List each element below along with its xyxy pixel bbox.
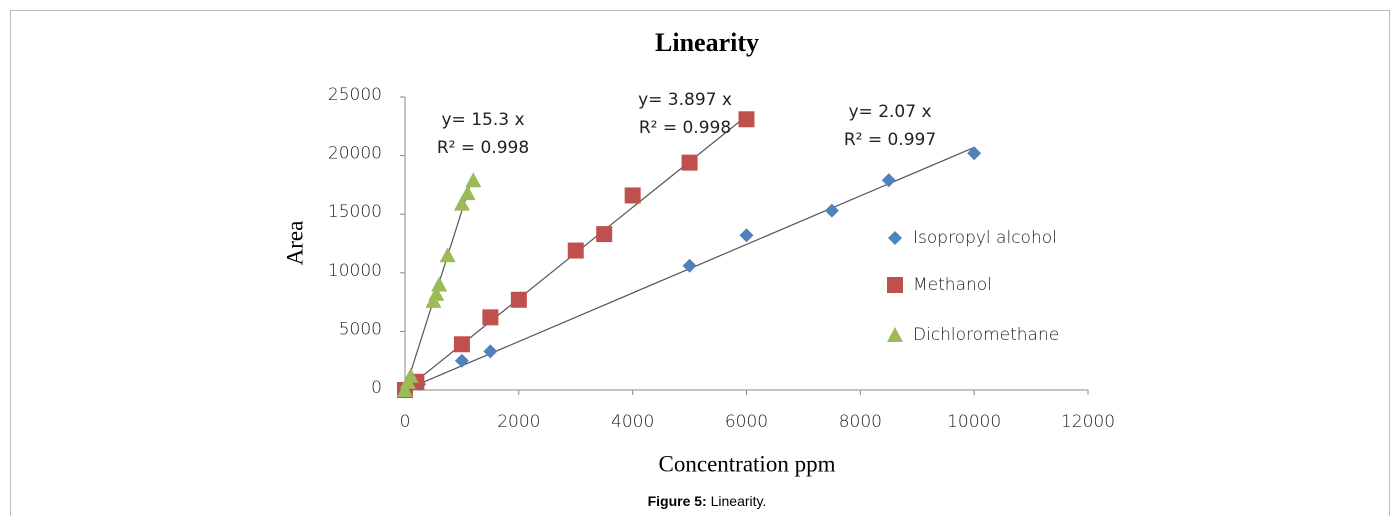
caption-text: Linearity.	[711, 493, 767, 509]
y-axis-label: Area	[282, 221, 307, 266]
point	[431, 276, 448, 292]
trend-equation: y= 2.07 x	[848, 102, 931, 122]
chart-title: Linearity	[655, 28, 759, 57]
point	[454, 353, 469, 368]
point	[596, 226, 613, 243]
x-tick-label: 4000	[611, 412, 654, 432]
point	[397, 382, 413, 397]
y-tick-label: 10000	[328, 261, 382, 281]
trend-equation: y= 15.3 x	[441, 110, 524, 130]
point	[465, 172, 482, 188]
x-tick-label: 10000	[947, 412, 1001, 432]
point	[428, 285, 445, 301]
y-tick-label: 5000	[339, 319, 382, 339]
point	[681, 154, 698, 171]
point	[887, 277, 903, 293]
point	[567, 242, 584, 259]
point	[824, 203, 839, 218]
point	[439, 247, 456, 263]
point	[624, 187, 641, 204]
y-tick-label: 15000	[328, 202, 382, 222]
trend-equation: y= 3.897 x	[638, 90, 732, 110]
y-tick-label: 20000	[328, 144, 382, 164]
point	[483, 344, 498, 359]
legend-label: Methanol	[913, 275, 992, 295]
caption-label: Figure 5:	[648, 493, 707, 509]
trend-r-squared: R² = 0.998	[639, 118, 731, 138]
caption: Figure 5: Linearity.	[648, 493, 767, 509]
point	[453, 195, 470, 211]
x-tick-label: 0	[400, 412, 411, 432]
legend-label: Isopropyl alcohol	[913, 228, 1057, 248]
x-tick-label: 12000	[1061, 412, 1115, 432]
point	[510, 291, 527, 308]
x-axis-label: Concentration ppm	[659, 451, 836, 476]
point	[453, 336, 470, 353]
point	[887, 327, 903, 342]
y-tick-label: 25000	[328, 85, 382, 105]
point	[738, 111, 755, 128]
legend-label: Dichloromethane	[913, 325, 1059, 345]
trend-r-squared: R² = 0.998	[437, 138, 529, 158]
x-tick-label: 6000	[725, 412, 768, 432]
point	[682, 258, 697, 273]
point	[459, 185, 476, 201]
frame	[10, 10, 1390, 516]
point	[739, 228, 754, 243]
point	[482, 309, 499, 326]
point	[402, 367, 419, 383]
x-tick-label: 8000	[839, 412, 882, 432]
x-tick-label: 2000	[497, 412, 540, 432]
point	[881, 173, 896, 188]
point	[967, 146, 982, 161]
point	[888, 231, 902, 245]
y-tick-label: 0	[371, 378, 382, 398]
trend-r-squared: R² = 0.997	[844, 130, 936, 150]
